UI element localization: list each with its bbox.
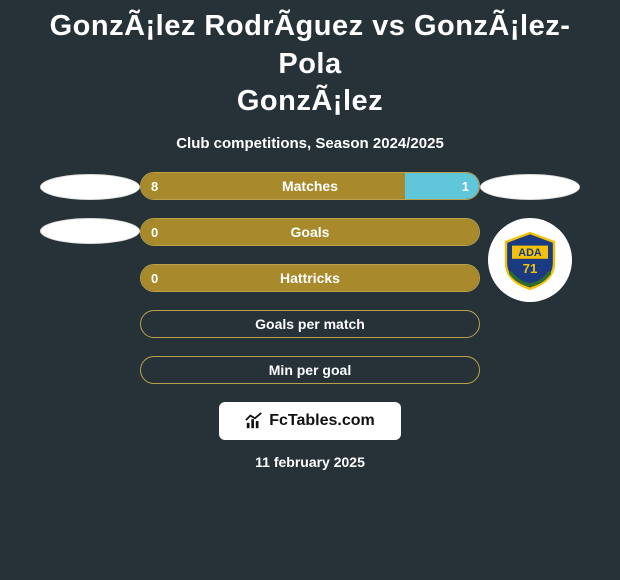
shield-icon: ADA 71	[500, 230, 560, 290]
title-line-1: GonzÃ¡lez RodrÃ­guez vs GonzÃ¡lez-Pola	[50, 10, 571, 80]
stat-label: Min per goal	[141, 357, 479, 383]
right-side: ADA 71	[480, 172, 580, 302]
badge-letters: ADA	[518, 247, 542, 259]
subtitle: Club competitions, Season 2024/2025	[176, 135, 444, 152]
chart-icon	[245, 412, 263, 430]
stat-label: Goals	[141, 219, 479, 245]
stat-label: Goals per match	[141, 311, 479, 337]
badge-number: 71	[523, 261, 538, 276]
stat-row: Goals per match	[140, 310, 480, 338]
stat-rows: 81Matches 0Goals 0Hattricks Goals per match…	[140, 172, 480, 384]
team-right-badge: ADA 71	[488, 218, 572, 302]
player-left-placeholder-1	[40, 174, 140, 200]
stat-row: 81Matches	[140, 172, 480, 200]
page-title: GonzÃ¡lez RodrÃ­guez vs GonzÃ¡lez-Pola G…	[0, 8, 620, 121]
stat-label: Matches	[141, 173, 479, 199]
stats-area: 81Matches 0Goals 0Hattricks Goals per match…	[0, 172, 620, 384]
stat-row: 0Hattricks	[140, 264, 480, 292]
footer-brand-badge: FcTables.com	[219, 402, 401, 440]
stat-label: Hattricks	[141, 265, 479, 291]
footer-brand-text: FcTables.com	[269, 412, 375, 430]
footer-date: 11 february 2025	[255, 454, 365, 470]
player-right-placeholder-1	[480, 174, 580, 200]
stat-row: 0Goals	[140, 218, 480, 246]
player-left-placeholder-2	[40, 218, 140, 244]
title-line-2: GonzÃ¡lez	[237, 85, 383, 117]
stat-row: Min per goal	[140, 356, 480, 384]
left-side	[40, 172, 140, 244]
